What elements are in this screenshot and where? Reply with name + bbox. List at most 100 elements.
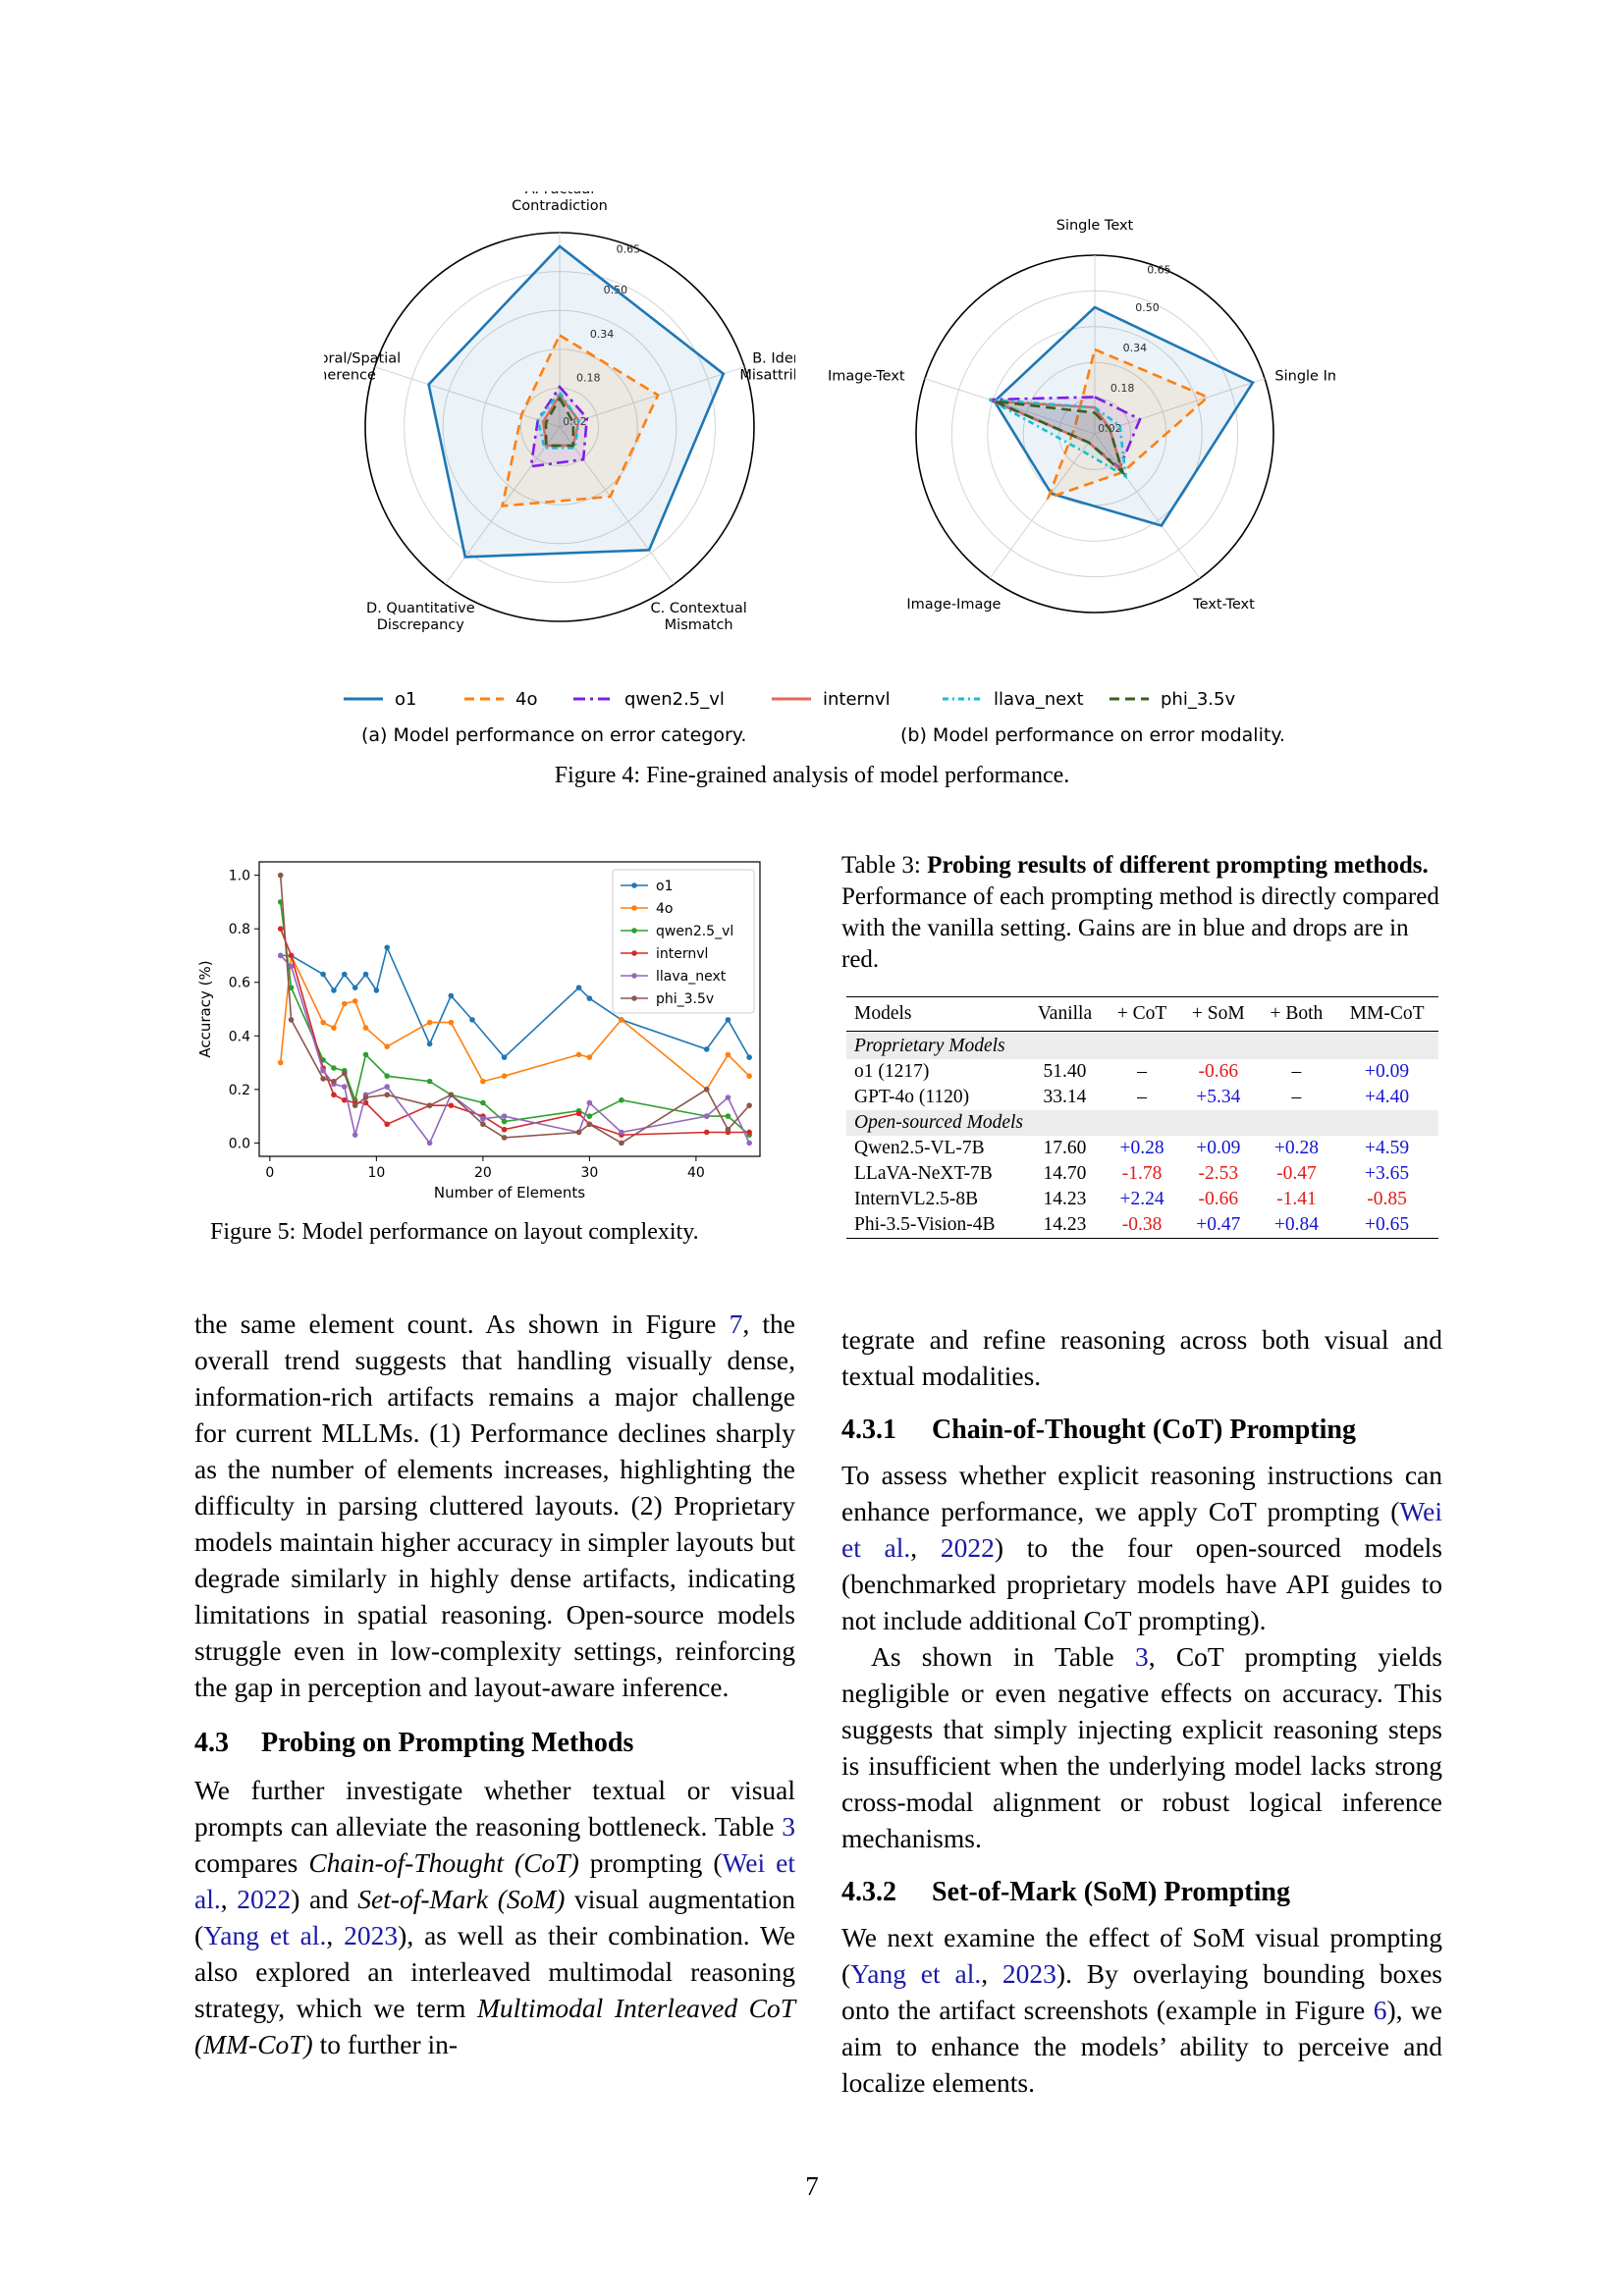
- data-point-llava_next: [426, 1140, 433, 1147]
- data-point-o1: [703, 1046, 710, 1052]
- citation-yang[interactable]: Yang et al.: [203, 1920, 327, 1950]
- data-point-qwen2.5_vl: [362, 1051, 369, 1058]
- legend-item-phi_3.5v: phi_3.5v: [1110, 689, 1235, 710]
- value-cell: +2.24: [1119, 1189, 1164, 1209]
- radial-tick-label: 0.34: [590, 328, 615, 341]
- data-point-phi_3.5v: [619, 1140, 624, 1147]
- table3-caption: Table 3: Probing results of different pr…: [841, 850, 1442, 976]
- value-cell: -0.38: [1121, 1214, 1163, 1235]
- subcaption-b: (b) Model performance on error modality.: [900, 724, 1285, 746]
- value-cell: +0.28: [1119, 1138, 1164, 1158]
- data-point-internvl: [501, 1126, 508, 1133]
- citation-yang-year[interactable]: 2023: [344, 1920, 399, 1950]
- radar-axis-label: Single Text: [1056, 218, 1134, 234]
- value-cell: -1.78: [1121, 1163, 1163, 1184]
- grid-spoke: [374, 366, 561, 428]
- citation-wei-year[interactable]: 2022: [940, 1532, 995, 1563]
- data-point-qwen2.5_vl: [619, 1096, 624, 1103]
- data-point-qwen2.5_vl: [331, 1065, 337, 1071]
- value-cell: 17.60: [1043, 1138, 1087, 1158]
- data-point-4o: [320, 1019, 326, 1026]
- data-point-phi_3.5v: [501, 1135, 508, 1141]
- radar-chart-error-category: 0.020.180.340.500.65A. FactualContradict…: [324, 191, 795, 633]
- table-row: InternVL2.5-8B 14.23 +2.24 -0.66 -1.41 -0.85: [846, 1187, 1438, 1212]
- legend-item-o1: o1: [344, 689, 416, 710]
- header-both: + Both: [1270, 1003, 1324, 1024]
- data-point-phi_3.5v: [277, 872, 284, 879]
- model-name-cell: InternVL2.5-8B: [854, 1189, 979, 1209]
- radar-series-phi_3.5v: [544, 396, 575, 448]
- x-axis-label: Number of Elements: [434, 1184, 585, 1201]
- header-vanilla: Vanilla: [1037, 1003, 1093, 1024]
- data-point-phi_3.5v: [725, 1126, 731, 1133]
- data-point-o1: [501, 1054, 508, 1060]
- radar-axis-label: Single Image: [1274, 368, 1335, 384]
- y-tick-label: 0.4: [229, 1029, 250, 1044]
- data-point-qwen2.5_vl: [288, 985, 295, 990]
- header-som: + SoM: [1191, 1003, 1245, 1024]
- data-point-llava_next: [320, 1067, 326, 1074]
- data-point-llava_next: [288, 963, 295, 970]
- data-point-internvl: [277, 926, 284, 932]
- data-point-o1: [320, 971, 326, 978]
- chart-legend-marker: [631, 905, 637, 911]
- citation-wei[interactable]: Wei et al.: [841, 1496, 1442, 1563]
- value-cell: +0.84: [1273, 1214, 1319, 1235]
- data-point-qwen2.5_vl: [384, 1073, 391, 1079]
- data-point-llava_next: [277, 952, 284, 959]
- data-point-internvl: [575, 1110, 582, 1117]
- table3-link[interactable]: 3: [1134, 1641, 1149, 1672]
- value-cell: –: [1137, 1061, 1147, 1082]
- model-name-cell: LLaVA-NeXT-7B: [854, 1163, 993, 1184]
- data-point-llava_next: [703, 1113, 710, 1119]
- radar-series-llava_next: [989, 398, 1128, 479]
- data-point-o1: [746, 1054, 752, 1060]
- data-point-4o: [480, 1078, 486, 1085]
- radar-axis-label: C. Contextual Mismatch: [651, 601, 747, 633]
- data-point-phi_3.5v: [362, 1095, 369, 1100]
- data-point-llava_next: [384, 1084, 391, 1090]
- data-point-4o: [725, 1051, 731, 1058]
- data-point-o1: [352, 985, 358, 990]
- value-cell: +0.28: [1273, 1138, 1319, 1158]
- data-point-o1: [725, 1017, 731, 1023]
- radial-tick-label: 0.18: [576, 372, 601, 385]
- citation-yang[interactable]: Yang et al.: [850, 1958, 982, 1989]
- grid-spoke: [559, 366, 745, 428]
- legend-label: o1: [395, 689, 416, 710]
- data-point-4o: [352, 998, 358, 1004]
- data-point-4o: [342, 1000, 348, 1007]
- citation-yang-year[interactable]: 2023: [1001, 1958, 1056, 1989]
- table3-link[interactable]: 3: [782, 1811, 795, 1842]
- value-cell: –: [1291, 1061, 1302, 1082]
- radial-tick-label: 0.50: [1135, 301, 1160, 314]
- data-point-llava_next: [586, 1099, 593, 1106]
- radial-tick-label: 0.02: [563, 415, 587, 428]
- chart-legend-label: o1: [656, 879, 673, 894]
- data-point-qwen2.5_vl: [586, 1113, 593, 1119]
- radar-axis-label: Image-Image: [906, 597, 1001, 613]
- data-point-phi_3.5v: [342, 1070, 348, 1077]
- data-point-4o: [746, 1073, 752, 1079]
- radar-axis-label: Image-Text: [828, 368, 905, 384]
- section-4-3-1-heading: 4.3.1 Chain-of-Thought (CoT) Prompting: [841, 1415, 1356, 1445]
- citation-wei[interactable]: Wei et al.: [194, 1847, 795, 1914]
- paragraph-continuation: tegrate and refine reasoning across both…: [841, 1324, 1442, 1391]
- value-cell: +5.34: [1196, 1087, 1241, 1107]
- figure7-link[interactable]: 7: [729, 1308, 743, 1339]
- figure6-link[interactable]: 6: [1373, 1995, 1387, 2025]
- data-point-phi_3.5v: [320, 1076, 326, 1082]
- data-point-phi_3.5v: [426, 1102, 433, 1108]
- value-cell: +0.09: [1365, 1061, 1410, 1082]
- value-cell: -2.53: [1198, 1163, 1239, 1184]
- page-number: 7: [805, 2171, 819, 2201]
- value-cell: –: [1291, 1087, 1302, 1107]
- paragraph-layout-trend: the same element count. As shown in Figu…: [194, 1308, 795, 1702]
- y-tick-label: 0.0: [229, 1136, 250, 1151]
- citation-wei-year[interactable]: 2022: [237, 1884, 292, 1914]
- paragraph-cot: To assess whether explicit reasoning ins…: [841, 1460, 1442, 1635]
- data-point-llava_next: [501, 1113, 508, 1119]
- value-cell: 51.40: [1043, 1061, 1087, 1082]
- header-mmcot: MM-CoT: [1349, 1003, 1425, 1024]
- data-point-4o: [426, 1019, 433, 1026]
